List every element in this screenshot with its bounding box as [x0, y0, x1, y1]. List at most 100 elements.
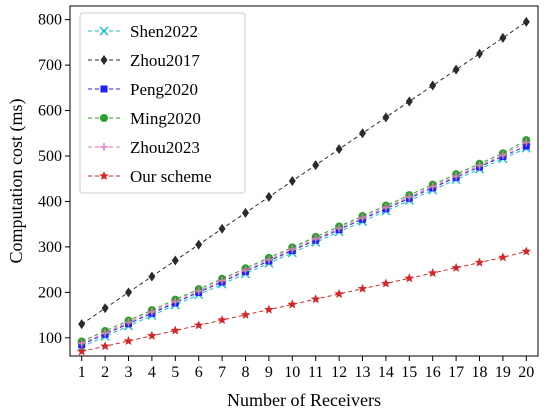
x-axis-label: Number of Receivers — [227, 390, 381, 410]
x-tick-label: 2 — [101, 364, 109, 381]
x-tick-label: 11 — [308, 364, 323, 381]
legend-label: Shen2022 — [130, 22, 198, 41]
legend: Shen2022 Zhou2017 Peng2020 Ming2020 Zhou2023… — [79, 12, 246, 194]
data-point — [427, 268, 438, 278]
data-point — [218, 276, 227, 285]
legend-marker — [99, 171, 109, 181]
x-tick-label: 6 — [195, 364, 203, 381]
legend-label: Our scheme — [130, 167, 212, 186]
x-tick-label: 8 — [242, 364, 250, 381]
data-point — [100, 341, 110, 351]
data-point — [499, 32, 507, 43]
data-point — [498, 151, 507, 160]
y-tick-label: 300 — [38, 239, 62, 256]
y-axis: 100 200 300 400 500 600 700 800 — [38, 12, 70, 347]
y-tick-label: 100 — [38, 330, 62, 347]
legend-item: Zhou2017 — [88, 51, 200, 70]
data-point — [311, 234, 320, 243]
legend-item: Zhou2023 — [88, 138, 200, 157]
data-point — [428, 182, 437, 191]
x-tick-label: 20 — [518, 364, 534, 381]
data-point — [218, 223, 226, 234]
legend-marker — [100, 55, 108, 65]
data-point — [522, 16, 530, 27]
data-point — [522, 138, 531, 147]
data-point — [101, 303, 109, 314]
data-point — [193, 320, 204, 330]
data-point — [288, 245, 297, 254]
data-point — [170, 325, 181, 335]
x-axis: 1 2 3 4 5 6 7 8 9 10 11 12 13 14 15 16 17 18 19 20 — [78, 356, 534, 381]
data-point — [335, 144, 343, 155]
x-tick-label: 3 — [125, 364, 133, 381]
data-point — [498, 252, 508, 262]
data-point — [310, 294, 321, 304]
y-tick-label: 800 — [38, 12, 62, 29]
x-tick-label: 18 — [472, 364, 488, 381]
data-point — [334, 288, 344, 298]
data-point — [474, 257, 485, 267]
x-tick-label: 5 — [171, 364, 179, 381]
y-tick-label: 700 — [38, 57, 62, 74]
y-tick-label: 600 — [38, 103, 62, 120]
data-point — [240, 309, 251, 319]
data-point — [124, 318, 133, 327]
data-point — [381, 278, 391, 288]
data-point — [171, 255, 179, 266]
data-point — [194, 287, 203, 295]
x-tick-label: 13 — [355, 364, 371, 381]
x-tick-label: 10 — [284, 364, 300, 381]
data-point — [195, 239, 203, 250]
y-tick-label: 400 — [38, 193, 62, 210]
legend-marker — [99, 26, 109, 36]
x-tick-label: 4 — [148, 364, 156, 381]
legend-label: Zhou2023 — [130, 138, 200, 157]
x-tick-label: 19 — [495, 364, 511, 381]
series-5 — [76, 246, 532, 356]
data-point — [147, 307, 156, 316]
data-point — [242, 207, 249, 218]
series-layer — [76, 16, 532, 356]
data-point — [381, 203, 390, 212]
data-point — [171, 297, 180, 306]
legend-item: Peng2020 — [88, 80, 198, 99]
legend-label: Ming2020 — [130, 109, 201, 128]
data-point — [101, 328, 110, 337]
data-point — [147, 330, 157, 340]
data-point — [358, 213, 367, 222]
x-tick-label: 14 — [378, 364, 394, 381]
data-point — [451, 262, 461, 272]
x-tick-label: 12 — [331, 364, 347, 381]
x-tick-label: 7 — [218, 364, 226, 381]
data-point — [312, 160, 320, 171]
data-point — [404, 273, 415, 283]
data-point — [521, 246, 532, 256]
data-point — [288, 176, 296, 186]
series-4 — [77, 138, 531, 348]
legend-box — [79, 12, 246, 194]
legend-marker — [100, 114, 108, 122]
data-point — [475, 161, 484, 170]
data-point — [452, 64, 460, 75]
data-point — [335, 224, 344, 233]
y-tick-label: 500 — [38, 148, 62, 165]
data-point — [359, 128, 366, 139]
legend-label: Peng2020 — [130, 80, 198, 99]
data-point — [405, 96, 413, 107]
y-axis-label: Computation cost (ms) — [6, 99, 27, 264]
series-line — [81, 21, 527, 325]
data-point — [241, 266, 250, 275]
x-tick-label: 17 — [448, 364, 464, 381]
data-point — [287, 299, 298, 309]
legend-item: Ming2020 — [88, 109, 201, 128]
data-point — [76, 346, 87, 356]
data-point — [452, 172, 461, 180]
data-point — [405, 192, 414, 201]
data-point — [357, 283, 368, 293]
legend-marker — [100, 143, 108, 151]
data-point — [77, 339, 86, 348]
data-point — [382, 112, 390, 123]
series-line — [81, 250, 527, 352]
data-point — [125, 287, 132, 298]
